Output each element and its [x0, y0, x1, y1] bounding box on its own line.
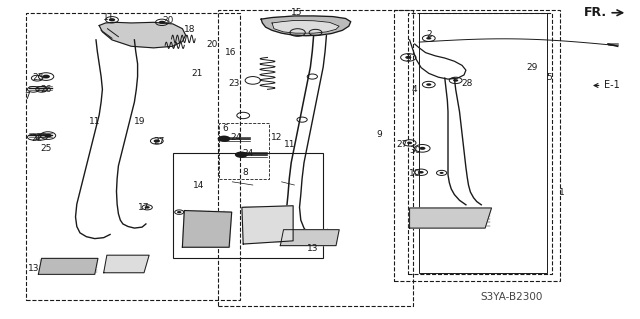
Text: 23: 23 [33, 73, 44, 82]
Text: 5: 5 [547, 73, 552, 82]
Text: 11: 11 [284, 140, 295, 149]
Circle shape [426, 83, 431, 86]
Text: 13: 13 [307, 244, 318, 253]
Text: 18: 18 [184, 25, 196, 34]
Text: 4: 4 [412, 85, 417, 94]
Text: S3YA-B2300: S3YA-B2300 [481, 293, 543, 302]
Text: 11: 11 [103, 13, 115, 22]
Text: 7: 7 [24, 92, 29, 101]
Text: 21: 21 [191, 69, 203, 78]
Text: 3: 3 [406, 54, 411, 63]
Circle shape [440, 172, 444, 174]
Text: 13: 13 [28, 264, 39, 273]
Polygon shape [272, 20, 339, 33]
Text: 23: 23 [228, 79, 239, 88]
Circle shape [419, 147, 426, 150]
Text: 30: 30 [409, 146, 420, 155]
Text: 6: 6 [223, 124, 228, 133]
Text: 24: 24 [243, 149, 254, 158]
Text: 12: 12 [271, 133, 282, 142]
Text: 9: 9 [376, 130, 381, 139]
Text: 29: 29 [527, 63, 538, 72]
Text: 28: 28 [461, 79, 473, 88]
Circle shape [426, 37, 431, 40]
Circle shape [159, 21, 165, 24]
Text: 27: 27 [153, 137, 164, 146]
Text: 22: 22 [31, 134, 43, 143]
Circle shape [177, 211, 182, 213]
Polygon shape [99, 22, 186, 48]
Circle shape [44, 134, 52, 137]
Text: 20: 20 [207, 40, 218, 49]
Polygon shape [182, 211, 232, 247]
Text: 1: 1 [559, 188, 564, 197]
Circle shape [42, 75, 50, 78]
Text: 26: 26 [40, 85, 52, 94]
Circle shape [145, 206, 150, 209]
Circle shape [218, 136, 230, 142]
Circle shape [154, 139, 160, 143]
Circle shape [109, 18, 115, 21]
Text: 19: 19 [134, 117, 145, 126]
Polygon shape [261, 16, 351, 36]
Polygon shape [38, 258, 98, 274]
Text: 8: 8 [243, 168, 248, 177]
Polygon shape [410, 208, 492, 228]
Text: 25: 25 [40, 144, 52, 152]
Polygon shape [104, 255, 149, 273]
Text: FR.: FR. [584, 6, 607, 19]
Text: 27: 27 [396, 140, 408, 149]
Text: E-1: E-1 [604, 80, 620, 91]
Circle shape [407, 142, 412, 144]
Text: 15: 15 [291, 8, 302, 17]
Polygon shape [280, 230, 339, 246]
Text: 14: 14 [193, 181, 204, 190]
Text: 16: 16 [225, 48, 236, 57]
Text: 24: 24 [230, 133, 241, 142]
Text: 20: 20 [163, 16, 174, 25]
Text: 11: 11 [89, 117, 100, 126]
Text: 17: 17 [138, 203, 150, 212]
Text: 10: 10 [409, 169, 420, 178]
Polygon shape [242, 206, 293, 244]
Circle shape [453, 79, 458, 82]
Circle shape [235, 152, 248, 158]
Circle shape [405, 56, 412, 59]
Circle shape [419, 171, 424, 174]
Text: 2: 2 [426, 30, 431, 39]
